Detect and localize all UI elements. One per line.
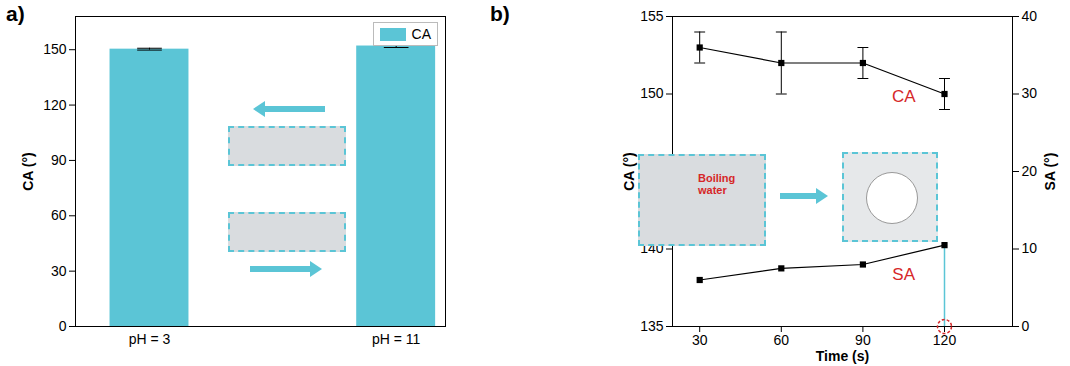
svg-text:60: 60 [774, 332, 790, 348]
svg-text:150: 150 [640, 85, 664, 101]
svg-text:60: 60 [51, 207, 67, 223]
svg-text:135: 135 [640, 318, 664, 334]
svg-text:40: 40 [1022, 8, 1038, 24]
svg-text:30: 30 [692, 332, 708, 348]
svg-text:CA (°): CA (°) [621, 152, 637, 191]
svg-text:SA (°): SA (°) [1042, 153, 1058, 191]
svg-text:0: 0 [1022, 318, 1030, 334]
svg-text:0: 0 [59, 318, 67, 334]
svg-text:90: 90 [51, 152, 67, 168]
svg-text:Time (s): Time (s) [816, 348, 869, 364]
svg-text:30: 30 [1022, 85, 1038, 101]
svg-text:120: 120 [43, 97, 67, 113]
svg-text:pH = 11: pH = 11 [372, 331, 421, 347]
svg-text:20: 20 [1022, 163, 1038, 179]
svg-text:90: 90 [855, 332, 871, 348]
svg-text:pH = 3: pH = 3 [129, 331, 171, 347]
svg-text:140: 140 [640, 240, 664, 257]
svg-text:10: 10 [1022, 240, 1038, 256]
html-text:b): b) [490, 2, 510, 25]
svg-text:120: 120 [933, 332, 957, 348]
html-text:CA: CA [411, 26, 431, 42]
html-text:Boiling water: Boiling water [698, 172, 736, 196]
svg-text:CA: CA [892, 87, 916, 106]
svg-text:CA (°): CA (°) [20, 152, 36, 191]
svg-text:SA: SA [892, 265, 915, 284]
svg-text:155: 155 [640, 8, 664, 24]
svg-text:150: 150 [43, 41, 67, 57]
html-text:a): a) [6, 2, 25, 25]
svg-text:30: 30 [51, 263, 67, 279]
